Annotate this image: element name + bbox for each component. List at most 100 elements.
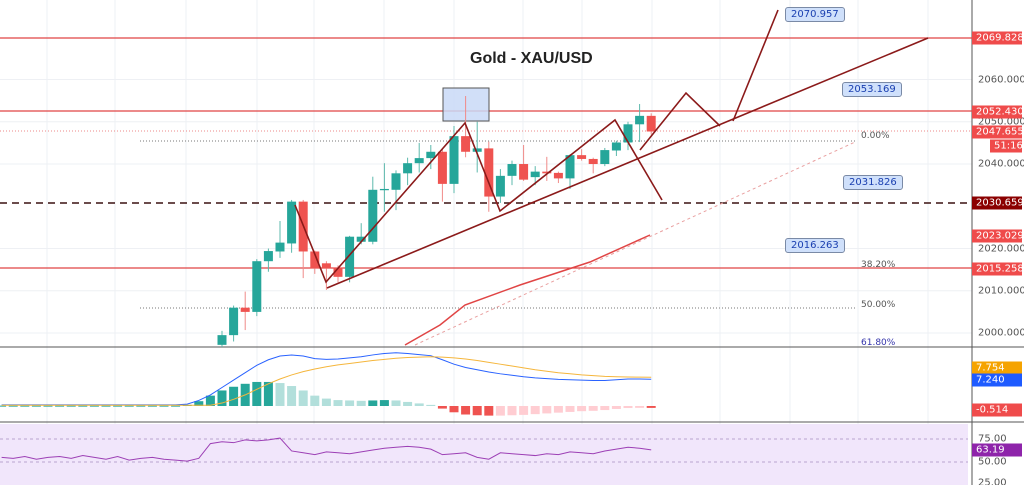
- price-callout[interactable]: 2016.263: [785, 238, 845, 253]
- candle[interactable]: [275, 221, 285, 258]
- candle[interactable]: [426, 145, 436, 170]
- candle[interactable]: [345, 235, 355, 283]
- macd-histogram-bar: [194, 401, 204, 406]
- candle[interactable]: [565, 154, 575, 189]
- price-tick-label: 2040.000: [978, 158, 1024, 170]
- candle-body: [461, 136, 471, 152]
- price-tag: 2052.430: [972, 105, 1024, 118]
- candle[interactable]: [588, 157, 598, 174]
- candle[interactable]: [321, 261, 331, 290]
- candle[interactable]: [252, 259, 262, 317]
- candle[interactable]: [553, 171, 563, 184]
- macd-histogram-bar: [20, 405, 30, 407]
- candle[interactable]: [530, 166, 540, 186]
- candle-body: [391, 173, 401, 190]
- macd-histogram-bar: [611, 406, 621, 409]
- price-callout[interactable]: 2053.169: [842, 82, 902, 97]
- rsi-tick-label: 25.00: [978, 477, 1007, 485]
- macd-histogram-bar: [252, 381, 262, 406]
- macd-histogram-bar: [0, 405, 7, 407]
- macd-histogram-bar: [159, 405, 169, 407]
- macd-histogram-bar: [78, 405, 88, 407]
- trend-drawings[interactable]: [294, 9, 929, 289]
- macd-histogram-bar: [275, 383, 285, 406]
- candle[interactable]: [635, 104, 645, 143]
- candle[interactable]: [600, 147, 610, 167]
- candle[interactable]: [484, 141, 494, 212]
- candle[interactable]: [437, 149, 447, 202]
- price-callout[interactable]: 2031.826: [843, 175, 903, 190]
- signal-line: [1, 356, 652, 406]
- moving-average-line: [404, 234, 651, 346]
- macd-histogram-bar: [623, 406, 633, 409]
- candle[interactable]: [623, 121, 633, 151]
- macd-histogram-bar: [577, 406, 587, 412]
- candle-body: [495, 175, 505, 197]
- candle[interactable]: [298, 199, 308, 279]
- macd-value-tag: 7.240: [972, 373, 1022, 387]
- fib-label: 38.20%: [861, 260, 896, 270]
- candle-body: [345, 236, 355, 277]
- candle-body: [600, 150, 610, 165]
- candle[interactable]: [229, 305, 239, 342]
- macd-histogram-bar: [565, 406, 575, 412]
- candle[interactable]: [403, 157, 413, 186]
- fib-lines: [140, 140, 855, 309]
- macd-histogram-bar: [217, 390, 227, 406]
- macd-histogram-bar: [414, 403, 424, 406]
- macd-histogram-bar: [553, 406, 563, 413]
- rsi-line: [1, 437, 652, 462]
- candle[interactable]: [391, 170, 401, 211]
- candle[interactable]: [379, 163, 389, 212]
- candle[interactable]: [507, 160, 517, 186]
- macd-histogram-bar: [519, 406, 529, 415]
- candle[interactable]: [611, 140, 621, 156]
- price-tick-label: 2060.000: [978, 74, 1024, 86]
- candle-body: [252, 261, 262, 312]
- macd-histogram-bar: [507, 406, 517, 416]
- fib-trend-line: [414, 141, 856, 346]
- price-tag: 2023.029: [972, 229, 1024, 243]
- candle-body: [229, 307, 239, 336]
- macd-histogram-bar: [43, 405, 53, 407]
- candle-body: [484, 148, 494, 197]
- candle-body: [577, 155, 587, 159]
- candle[interactable]: [368, 176, 378, 245]
- price-tag: 2030.659: [972, 196, 1024, 210]
- macd-histogram-bar: [484, 406, 494, 416]
- candle-body: [635, 115, 645, 125]
- macd-histogram-bar: [124, 405, 134, 407]
- candle[interactable]: [577, 149, 587, 161]
- candle-body: [519, 164, 529, 180]
- candle-body: [542, 171, 552, 174]
- candle[interactable]: [240, 291, 250, 331]
- candle[interactable]: [472, 121, 482, 173]
- candle[interactable]: [542, 156, 552, 181]
- candle-body: [287, 201, 297, 244]
- projection-line: [732, 9, 779, 122]
- candle[interactable]: [414, 142, 424, 173]
- macd-histogram-bar: [635, 406, 645, 408]
- candle[interactable]: [449, 125, 459, 194]
- rsi-value-tag: 63.19: [972, 443, 1022, 457]
- macd-histogram-bar: [646, 406, 656, 408]
- candle[interactable]: [646, 113, 656, 135]
- macd-histogram-bar: [426, 404, 436, 406]
- candle[interactable]: [287, 199, 297, 253]
- macd-histogram-bar: [287, 386, 297, 406]
- chart-title: Gold - XAU/USD: [470, 50, 593, 67]
- candle[interactable]: [495, 169, 505, 203]
- macd-histogram-bar: [31, 405, 41, 407]
- macd-histogram-bar: [171, 405, 181, 407]
- price-callout[interactable]: 2070.957: [785, 7, 845, 22]
- macd-histogram-bar: [495, 406, 505, 416]
- macd-histogram-bar: [333, 400, 343, 406]
- macd-value-tag: 7.754: [972, 361, 1022, 375]
- candle[interactable]: [263, 248, 273, 272]
- macd-line: [1, 352, 652, 406]
- candle[interactable]: [519, 145, 529, 181]
- candle[interactable]: [217, 330, 227, 347]
- candle-body: [437, 151, 447, 184]
- macd-histogram-bar: [113, 405, 123, 407]
